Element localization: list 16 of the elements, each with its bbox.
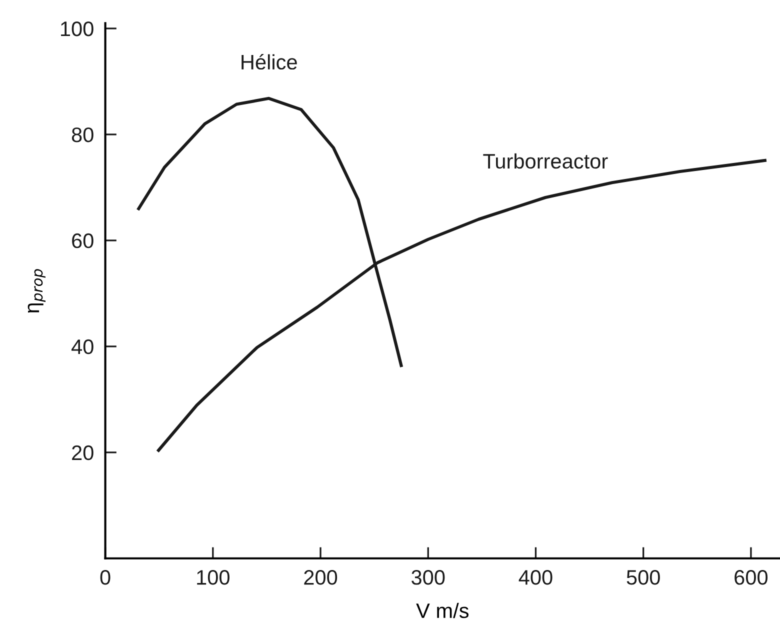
x-tick-label: 400 (518, 570, 552, 585)
series-label: Turborreactor (483, 153, 608, 169)
y-tick-label: 40 (71, 339, 94, 354)
x-tick-label: 600 (734, 570, 768, 585)
y-tick-label: 60 (72, 233, 94, 248)
y-tick-label: 100 (61, 21, 94, 36)
x-axis-title: V m/s (416, 602, 469, 618)
y-axis-title: η$_{prop}$ (28, 269, 46, 313)
y-tick-label: 80 (72, 127, 94, 142)
x-tick-label: 100 (197, 570, 230, 585)
x-tick-label: 0 (100, 570, 110, 585)
x-tick-label: 200 (304, 570, 338, 585)
x-tick-label: 300 (412, 570, 445, 585)
y-tick-label: 20 (72, 445, 94, 460)
x-tick-label: 500 (626, 570, 660, 585)
series-label: Hélice (242, 54, 297, 70)
